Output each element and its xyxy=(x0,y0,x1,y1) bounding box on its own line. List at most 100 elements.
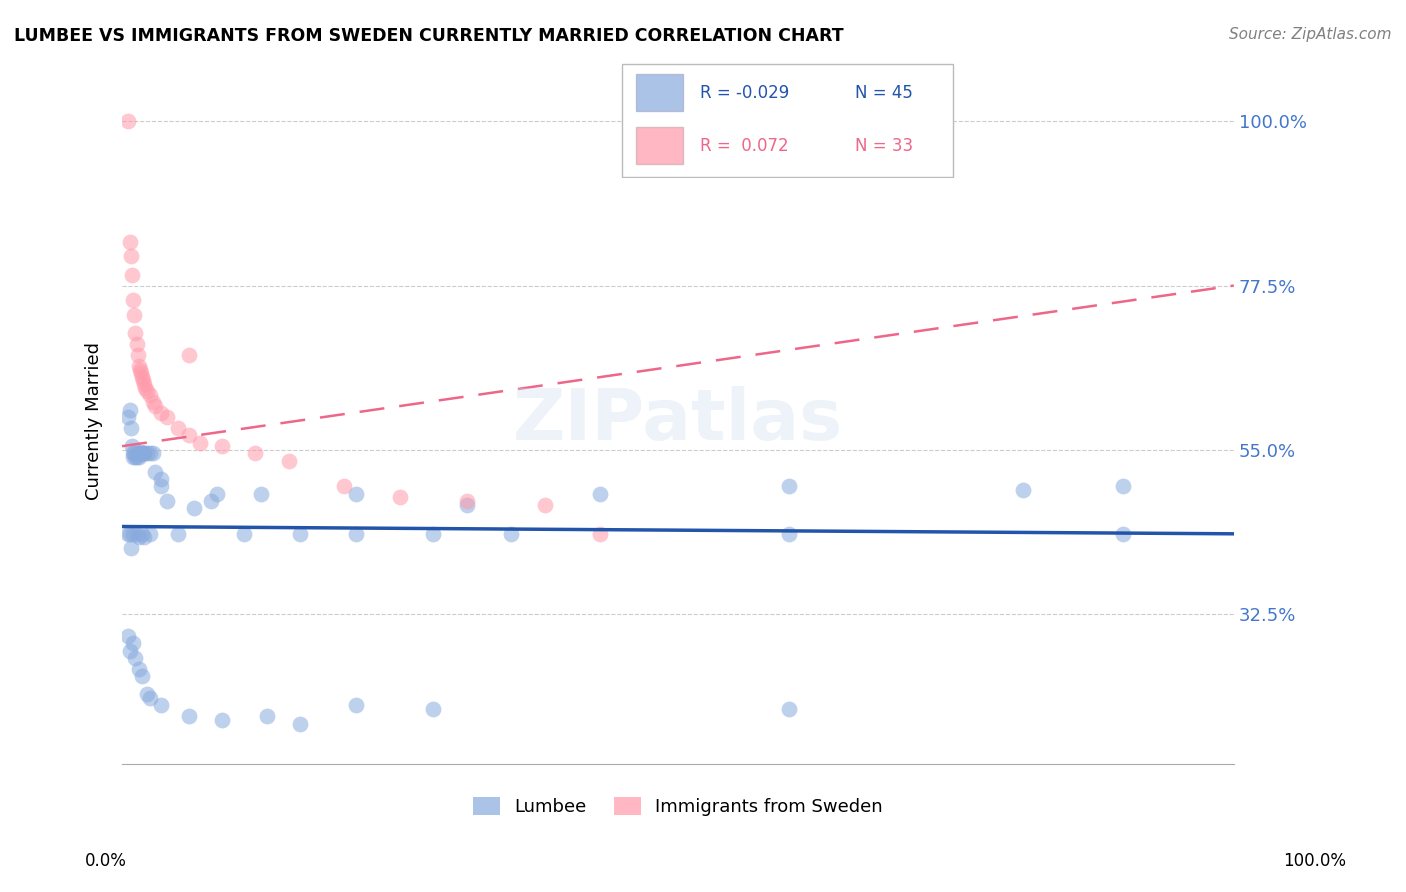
Text: 0.0%: 0.0% xyxy=(84,852,127,870)
Point xyxy=(122,293,145,307)
Point xyxy=(778,702,800,716)
Point xyxy=(134,446,156,460)
Point xyxy=(131,446,153,460)
Point xyxy=(183,501,205,516)
Point xyxy=(128,531,150,545)
Text: LUMBEE VS IMMIGRANTS FROM SWEDEN CURRENTLY MARRIED CORRELATION CHART: LUMBEE VS IMMIGRANTS FROM SWEDEN CURRENT… xyxy=(14,27,844,45)
Point xyxy=(135,688,157,702)
Point xyxy=(132,374,155,388)
Point xyxy=(128,446,150,460)
Point xyxy=(589,526,612,541)
Point xyxy=(135,446,157,460)
Point xyxy=(142,395,165,409)
Y-axis label: Currently Married: Currently Married xyxy=(86,342,103,500)
Point xyxy=(124,326,146,340)
Point xyxy=(121,439,143,453)
Point xyxy=(128,446,150,460)
Point xyxy=(155,409,177,424)
Point xyxy=(277,454,299,468)
Point xyxy=(245,446,267,460)
Point xyxy=(125,337,148,351)
Point xyxy=(149,472,172,486)
Text: N = 45: N = 45 xyxy=(855,84,912,102)
Point xyxy=(122,446,145,460)
Point xyxy=(124,651,146,665)
Point xyxy=(205,486,228,500)
Point xyxy=(139,388,162,402)
Point xyxy=(139,446,162,460)
Text: Source: ZipAtlas.com: Source: ZipAtlas.com xyxy=(1229,27,1392,42)
Legend: Lumbee, Immigrants from Sweden: Lumbee, Immigrants from Sweden xyxy=(465,789,890,823)
Point xyxy=(139,526,162,541)
Point xyxy=(778,526,800,541)
Point xyxy=(117,629,139,643)
Point xyxy=(128,446,150,460)
Point xyxy=(1111,526,1133,541)
Point xyxy=(128,362,150,376)
Point xyxy=(131,669,153,683)
Point xyxy=(200,494,222,508)
Point xyxy=(149,406,172,420)
Point xyxy=(145,465,167,479)
FancyBboxPatch shape xyxy=(636,74,683,112)
Point xyxy=(135,384,157,399)
Text: 100.0%: 100.0% xyxy=(1284,852,1346,870)
Point xyxy=(149,698,172,713)
Point xyxy=(122,636,145,650)
Point xyxy=(118,526,141,541)
Point xyxy=(128,359,150,373)
Point xyxy=(533,498,555,512)
FancyBboxPatch shape xyxy=(621,63,953,178)
Point xyxy=(122,526,145,541)
Text: ZIPatlas: ZIPatlas xyxy=(513,386,844,455)
Point xyxy=(117,409,139,424)
Point xyxy=(422,702,444,716)
Point xyxy=(131,526,153,541)
Point xyxy=(139,691,162,706)
Point xyxy=(134,446,156,460)
Point xyxy=(134,381,156,395)
Point xyxy=(124,446,146,460)
Point xyxy=(333,479,356,493)
Point xyxy=(117,526,139,541)
Point xyxy=(132,446,155,460)
Point xyxy=(211,713,233,727)
Point xyxy=(127,348,149,362)
Point xyxy=(145,399,167,413)
Point xyxy=(122,450,145,464)
Point xyxy=(344,526,367,541)
Point xyxy=(388,491,411,505)
Point xyxy=(124,308,146,322)
Point xyxy=(177,709,200,723)
Point xyxy=(125,526,148,541)
Point xyxy=(250,486,273,500)
Point xyxy=(155,494,177,508)
Text: N = 33: N = 33 xyxy=(855,137,912,155)
Point xyxy=(117,114,139,128)
Point xyxy=(211,439,233,453)
Point xyxy=(125,450,148,464)
Point xyxy=(256,709,278,723)
Point xyxy=(1111,479,1133,493)
Point xyxy=(149,479,172,493)
Point xyxy=(120,421,142,435)
Point xyxy=(177,428,200,442)
Point xyxy=(118,235,141,249)
Point xyxy=(422,526,444,541)
Point xyxy=(129,446,152,460)
Point xyxy=(131,446,153,460)
Point xyxy=(233,526,256,541)
Point xyxy=(131,369,153,384)
Point xyxy=(1011,483,1033,497)
Point xyxy=(129,366,152,380)
Point xyxy=(128,450,150,464)
Point xyxy=(166,526,188,541)
Point xyxy=(344,486,367,500)
Point xyxy=(188,435,211,450)
Point xyxy=(121,268,143,282)
Point xyxy=(127,446,149,460)
Point xyxy=(128,662,150,676)
Point xyxy=(166,421,188,435)
Point xyxy=(134,531,156,545)
Point xyxy=(118,402,141,417)
